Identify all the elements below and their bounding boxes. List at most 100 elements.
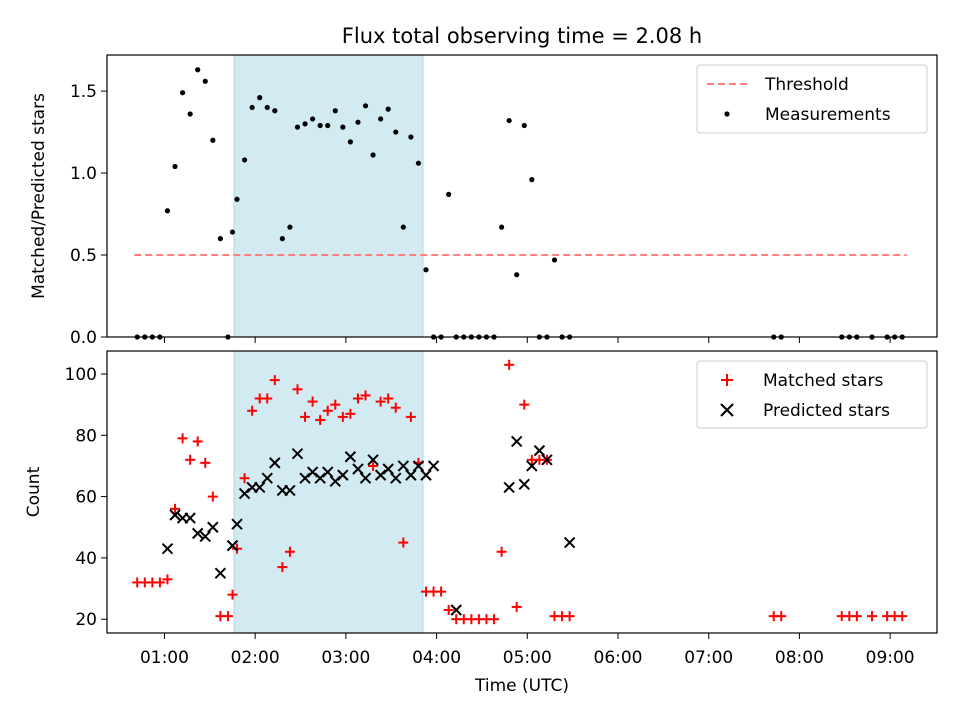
predicted-star-point bbox=[291, 447, 304, 460]
measurement-point bbox=[310, 116, 316, 122]
measurement-point bbox=[195, 67, 201, 73]
measurement-point bbox=[264, 104, 270, 111]
predicted-star-point bbox=[427, 460, 440, 472]
predicted-star-point bbox=[367, 454, 379, 466]
predicted-star-point bbox=[518, 478, 530, 491]
legend-matched-marker bbox=[721, 374, 733, 386]
x-tick-label: 05:00 bbox=[503, 648, 552, 668]
matched-star-point bbox=[154, 577, 165, 588]
measurement-point bbox=[229, 229, 236, 235]
measurement-point bbox=[217, 236, 223, 242]
matched-star-point bbox=[564, 611, 575, 622]
predicted-star-point bbox=[161, 542, 174, 555]
predicted-star-point bbox=[314, 472, 326, 484]
predicted-star-point bbox=[214, 567, 227, 579]
matched-star-point bbox=[185, 454, 196, 465]
x-tick-label: 01:00 bbox=[140, 648, 189, 668]
matched-star-point bbox=[398, 537, 409, 548]
measurement-point bbox=[506, 117, 512, 124]
measurement-point bbox=[302, 121, 308, 127]
matched-star-point bbox=[375, 396, 386, 407]
measurement-point bbox=[355, 119, 361, 125]
matched-star-point bbox=[489, 614, 500, 625]
predicted-star-point bbox=[541, 454, 553, 466]
matched-star-point bbox=[177, 433, 188, 444]
top-y-axis-label: Matched/Predicted stars bbox=[29, 93, 49, 299]
matched-star-point bbox=[504, 359, 515, 370]
predicted-star-point bbox=[382, 463, 394, 475]
predicted-star-point bbox=[526, 460, 538, 472]
predicted-star-point bbox=[199, 530, 211, 543]
chart-title: Flux total observing time = 2.08 h bbox=[342, 24, 702, 48]
matched-star-point bbox=[232, 543, 243, 554]
measurement-point bbox=[408, 134, 414, 140]
bottom-axes-frame bbox=[106, 350, 938, 634]
top-axes-frame bbox=[106, 54, 938, 338]
matched-star-point bbox=[170, 503, 181, 514]
measurement-point bbox=[378, 116, 384, 122]
y-tick-label: 100 bbox=[65, 365, 97, 385]
measurement-point bbox=[164, 208, 171, 214]
matched-star-point bbox=[300, 411, 311, 422]
measurement-point bbox=[393, 129, 399, 135]
bottom-legend: Matched stars Predicted stars bbox=[696, 360, 928, 429]
top-panel: 0.0 0.5 1.0 1.5 Matched/Predicted stars Thr… bbox=[29, 54, 938, 348]
measurement-point bbox=[257, 95, 263, 101]
measurement-point bbox=[400, 224, 406, 230]
predicted-star-point bbox=[184, 512, 196, 524]
matched-star-point bbox=[897, 611, 908, 622]
matched-star-point bbox=[227, 589, 238, 600]
matched-star-point bbox=[383, 393, 394, 404]
predicted-star-point bbox=[238, 487, 251, 500]
measurement-point bbox=[347, 139, 354, 145]
matched-star-point bbox=[292, 384, 303, 395]
matched-star-point bbox=[337, 411, 348, 422]
predicted-star-point bbox=[533, 444, 546, 457]
matched-star-point bbox=[192, 436, 203, 447]
predicted-star-point bbox=[374, 469, 387, 481]
predicted-star-point bbox=[359, 472, 372, 484]
predicted-star-point bbox=[253, 481, 266, 494]
predicted-star-point bbox=[412, 460, 425, 472]
predicted-star-point bbox=[344, 451, 357, 463]
bottom-y-axis-label: Count bbox=[24, 466, 44, 517]
predicted-star-point bbox=[420, 469, 432, 481]
measurement-point bbox=[415, 160, 422, 166]
predicted-star-point bbox=[503, 481, 515, 494]
legend-predicted-marker bbox=[720, 403, 734, 417]
measurement-point bbox=[514, 272, 520, 278]
matched-star-point bbox=[776, 611, 787, 622]
matched-star-point bbox=[436, 586, 447, 597]
predicted-star-point bbox=[306, 466, 319, 478]
bottom-legend-box bbox=[696, 360, 928, 429]
x-tick-label: 08:00 bbox=[775, 648, 824, 668]
measurement-point bbox=[202, 78, 208, 84]
measurement-point bbox=[249, 104, 255, 111]
matched-star-point bbox=[277, 562, 288, 573]
predicted-star-point bbox=[169, 509, 181, 521]
y-tick-label: 0.5 bbox=[70, 246, 97, 266]
measurement-point bbox=[385, 106, 391, 112]
x-tick-label: 09:00 bbox=[866, 648, 915, 668]
y-tick-label: 20 bbox=[75, 610, 97, 630]
predicted-star-point bbox=[231, 518, 243, 530]
measurement-point bbox=[187, 111, 193, 117]
matched-star-point bbox=[360, 390, 371, 401]
measurement-point bbox=[272, 108, 278, 114]
matched-star-point bbox=[345, 408, 356, 419]
matched-star-point bbox=[368, 460, 379, 471]
measurement-point bbox=[340, 124, 346, 130]
matched-star-point bbox=[405, 411, 416, 422]
y-tick-label: 0.0 bbox=[70, 328, 97, 348]
matched-star-point bbox=[207, 491, 218, 502]
matched-star-point bbox=[222, 611, 233, 622]
matched-star-point bbox=[284, 546, 295, 557]
matched-star-point bbox=[262, 393, 273, 404]
bottom-panel: 20 40 60 80 100 01:00 02:00 03:00 04:00 05:00 06:… bbox=[24, 350, 938, 696]
predicted-star-point bbox=[450, 604, 462, 616]
measurement-point bbox=[294, 124, 301, 130]
measurement-point bbox=[317, 122, 323, 129]
measurement-point bbox=[210, 137, 216, 143]
matched-star-point bbox=[322, 405, 333, 416]
x-tick-label: 02:00 bbox=[231, 648, 280, 668]
